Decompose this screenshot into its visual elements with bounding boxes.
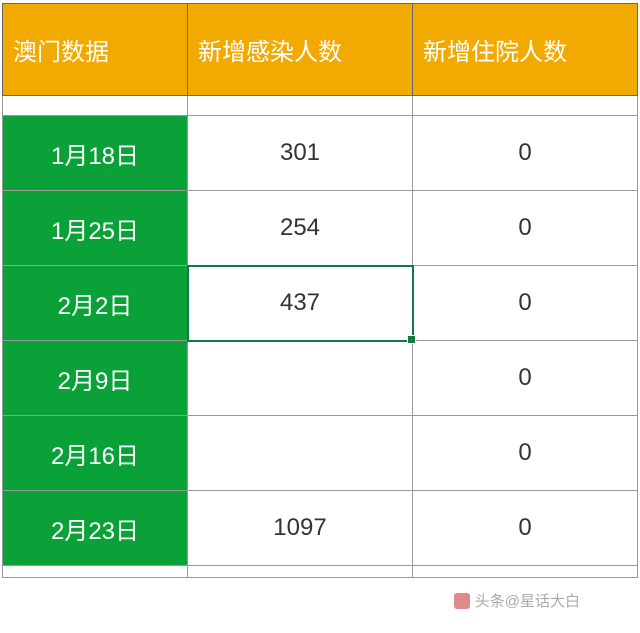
table-container: 澳门数据 新增感染人数 新增住院人数 1月18日 301 0 1月25日 254… [0, 0, 640, 581]
date-cell[interactable]: 1月18日 [3, 116, 188, 191]
header-region: 澳门数据 [3, 4, 188, 96]
infections-cell[interactable] [188, 416, 413, 491]
hospitalized-cell[interactable]: 0 [413, 341, 638, 416]
hospitalized-cell[interactable]: 0 [413, 416, 638, 491]
table-row: 1月18日 301 0 [3, 116, 638, 191]
hospitalized-cell[interactable]: 0 [413, 191, 638, 266]
data-table: 澳门数据 新增感染人数 新增住院人数 1月18日 301 0 1月25日 254… [2, 3, 638, 578]
date-cell[interactable]: 2月16日 [3, 416, 188, 491]
watermark-text: 头条@星话大白 [475, 590, 580, 611]
date-cell[interactable]: 1月25日 [3, 191, 188, 266]
infections-cell[interactable] [188, 341, 413, 416]
table-row: 2月9日 0 [3, 341, 638, 416]
infections-cell[interactable]: 1097 [188, 491, 413, 566]
date-cell[interactable]: 2月2日 [3, 266, 188, 341]
header-hospitalized: 新增住院人数 [413, 4, 638, 96]
watermark: 头条@星话大白 [454, 590, 580, 611]
header-row: 澳门数据 新增感染人数 新增住院人数 [3, 4, 638, 96]
table-row: 2月23日 1097 0 [3, 491, 638, 566]
header-infections: 新增感染人数 [188, 4, 413, 96]
table-row: 1月25日 254 0 [3, 191, 638, 266]
infections-cell[interactable]: 301 [188, 116, 413, 191]
watermark-icon [454, 593, 470, 609]
table-row: 2月2日 437 0 [3, 266, 638, 341]
bottom-spacer-row [3, 566, 638, 578]
hospitalized-cell[interactable]: 0 [413, 266, 638, 341]
date-cell[interactable]: 2月23日 [3, 491, 188, 566]
hospitalized-cell[interactable]: 0 [413, 491, 638, 566]
infections-cell-selected[interactable]: 437 [188, 266, 413, 341]
hospitalized-cell[interactable]: 0 [413, 116, 638, 191]
table-row: 2月16日 0 [3, 416, 638, 491]
infections-cell[interactable]: 254 [188, 191, 413, 266]
spacer-row [3, 96, 638, 116]
date-cell[interactable]: 2月9日 [3, 341, 188, 416]
